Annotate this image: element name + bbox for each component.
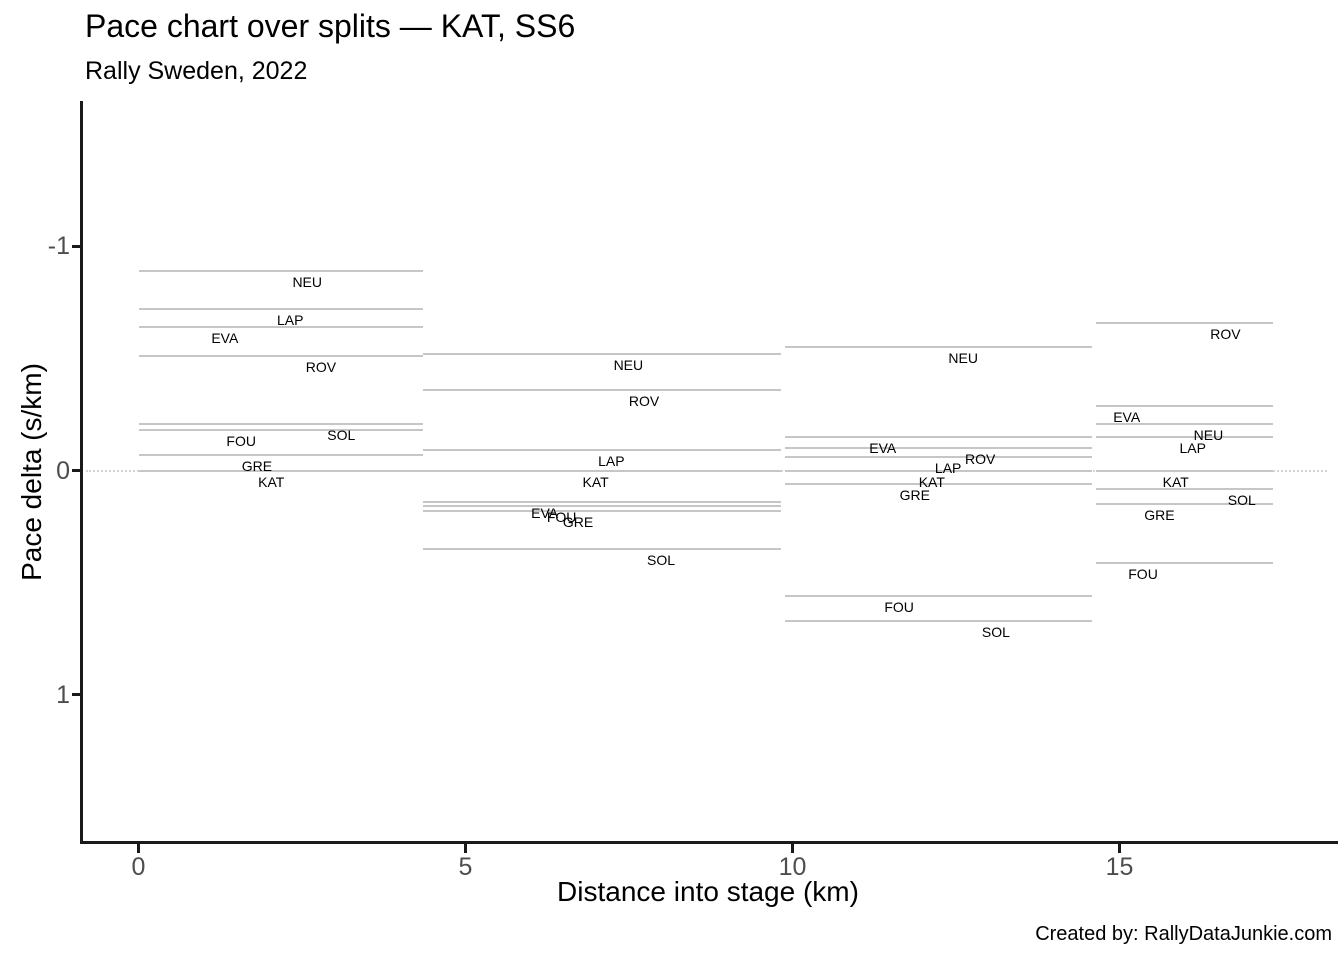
y-axis-title: Pace delta (s/km) <box>16 363 47 581</box>
y-tick-label: 0 <box>56 456 70 485</box>
driver-label-kat-s3: KAT <box>918 473 945 490</box>
pace-line-eva-s1 <box>138 326 423 329</box>
driver-label-kat-s4: KAT <box>1162 473 1189 490</box>
x-tick <box>1118 844 1121 853</box>
pace-line-sol-s2 <box>422 548 781 551</box>
y-axis-line <box>80 101 83 844</box>
driver-label-fou-s4: FOU <box>1128 565 1158 582</box>
driver-label-neu-s3: NEU <box>948 350 978 367</box>
driver-label-lap-s4: LAP <box>1179 439 1206 456</box>
attribution: Created by: RallyDataJunkie.com <box>1035 923 1332 945</box>
pace-line-lap-s2 <box>422 449 781 452</box>
x-tick-label: 0 <box>131 853 146 881</box>
x-tick <box>137 844 140 853</box>
pace-line-rov-s4 <box>1095 321 1274 324</box>
driver-label-gre-s1: GRE <box>241 457 273 474</box>
pace-line-gre-s2 <box>422 509 781 512</box>
driver-label-sol-s2: SOL <box>647 552 676 569</box>
driver-label-lap-s1: LAP <box>276 312 304 329</box>
driver-label-gre-s2: GRE <box>562 513 594 530</box>
driver-label-sol-s3: SOL <box>981 623 1010 640</box>
x-tick-label: 5 <box>458 853 473 881</box>
pace-line-neu-s1 <box>138 270 423 273</box>
pace-line-fou-s4 <box>1095 561 1274 564</box>
driver-label-sol-s4: SOL <box>1227 491 1256 508</box>
pace-line-eva-s2 <box>422 500 781 503</box>
driver-label-neu-s2: NEU <box>613 357 644 374</box>
driver-label-neu-s4: NEU <box>1193 426 1224 443</box>
pace-line-rov-s2 <box>422 388 781 391</box>
driver-label-kat-s1: KAT <box>258 473 285 490</box>
y-tick <box>72 693 81 697</box>
driver-label-eva-s2: EVA <box>531 504 559 521</box>
y-tick <box>72 244 81 248</box>
driver-label-eva-s4: EVA <box>1113 408 1141 425</box>
driver-label-fou-s3: FOU <box>884 599 914 616</box>
driver-label-neu-s1: NEU <box>292 274 322 291</box>
y-tick <box>72 469 81 473</box>
x-tick <box>791 844 794 853</box>
pace-line-neu-s2 <box>422 353 781 356</box>
y-tick-label: 1 <box>56 680 70 709</box>
pace-line-fou-s2 <box>422 505 781 508</box>
pace-line-gre-s1 <box>138 453 423 456</box>
pace-line-sol-s3 <box>784 619 1093 622</box>
driver-label-gre-s4: GRE <box>1144 507 1175 524</box>
driver-label-lap-s2: LAP <box>598 453 625 470</box>
pace-line-gre-s4 <box>1095 503 1274 506</box>
driver-label-gre-s3: GRE <box>899 487 930 504</box>
driver-label-rov-s4: ROV <box>1210 325 1241 342</box>
pace-line-kat-s1 <box>138 469 423 472</box>
pace-line-kat-s4 <box>1095 469 1274 472</box>
driver-label-fou-s1: FOU <box>226 433 256 450</box>
pace-line-fou-s1 <box>138 429 423 432</box>
pace-line-sol-s1 <box>138 422 423 425</box>
x-axis-line <box>80 841 1338 844</box>
driver-label-sol-s1: SOL <box>327 426 356 443</box>
chart-title: Pace chart over splits — KAT, SS6 <box>85 8 576 44</box>
driver-label-fou-s2: FOU <box>546 509 577 526</box>
driver-label-eva-s3: EVA <box>869 439 897 456</box>
pace-line-rov-s3 <box>784 447 1093 450</box>
pace-line-kat-s3 <box>784 469 1093 472</box>
x-tick-label: 15 <box>1105 853 1134 881</box>
chart-subtitle: Rally Sweden, 2022 <box>85 57 308 85</box>
driver-label-lap-s3: LAP <box>934 460 962 477</box>
pace-line-kat-s2 <box>422 469 781 472</box>
x-tick <box>464 844 467 853</box>
pace-line-sol-s4 <box>1095 487 1274 490</box>
pace-line-lap-s1 <box>138 308 423 311</box>
pace-line-eva-s3 <box>784 435 1093 438</box>
y-tick-label: -1 <box>47 232 70 261</box>
driver-label-rov-s3: ROV <box>965 451 996 468</box>
pace-line-rov-s1 <box>138 355 423 358</box>
driver-label-rov-s2: ROV <box>628 392 660 409</box>
x-tick-label: 10 <box>778 853 807 881</box>
pace-line-neu-s3 <box>784 346 1093 349</box>
x-axis-title: Distance into stage (km) <box>557 876 859 907</box>
pace-line-lap-s4 <box>1095 435 1274 438</box>
pace-line-fou-s3 <box>784 595 1093 598</box>
driver-label-kat-s2: KAT <box>582 473 609 490</box>
pace-line-gre-s3 <box>784 483 1093 486</box>
pace-line-neu-s4 <box>1095 422 1274 425</box>
driver-label-rov-s1: ROV <box>305 359 337 376</box>
pace-line-lap-s3 <box>784 456 1093 459</box>
pace-line-eva-s4 <box>1095 404 1274 407</box>
driver-label-eva-s1: EVA <box>211 330 239 347</box>
